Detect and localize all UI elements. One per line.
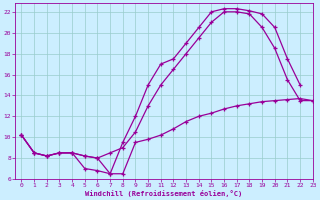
X-axis label: Windchill (Refroidissement éolien,°C): Windchill (Refroidissement éolien,°C)	[85, 190, 243, 197]
